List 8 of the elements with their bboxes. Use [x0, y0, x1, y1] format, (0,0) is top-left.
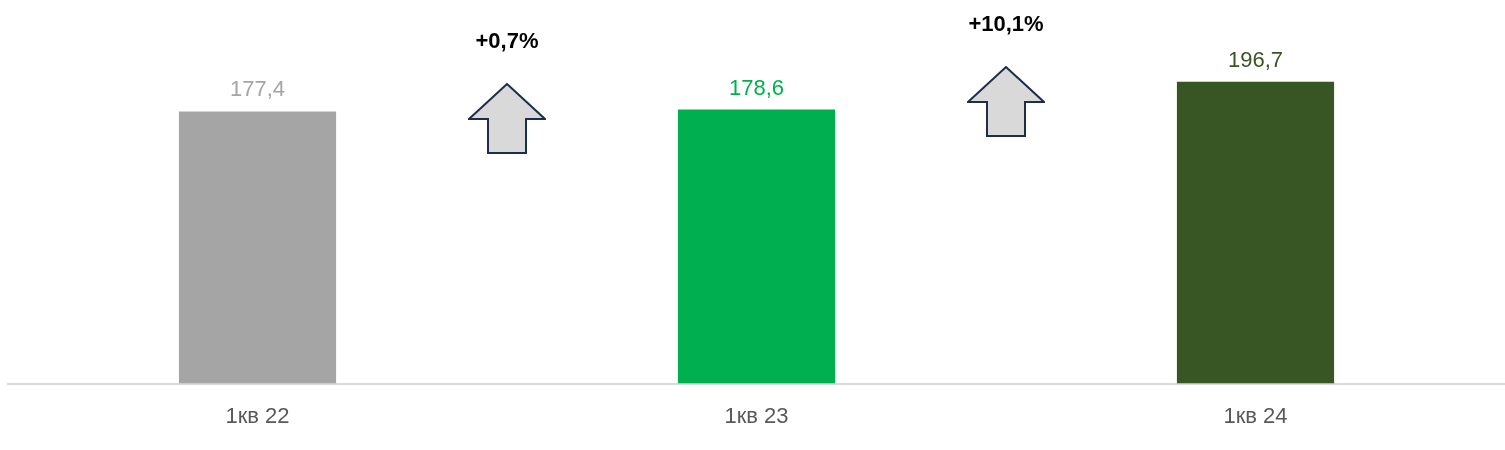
data-label: 177,4 — [229, 76, 286, 102]
x-tick-label: 1кв 24 — [1223, 402, 1288, 428]
x-tick-label: 1кв 22 — [225, 402, 290, 428]
text: +10,1% — [968, 11, 1044, 37]
data-label: 178,6 — [728, 74, 785, 100]
text: +0,7% — [475, 28, 539, 54]
x-tick-label: 1кв 23 — [724, 402, 789, 428]
data-label: 196,7 — [1227, 46, 1284, 72]
